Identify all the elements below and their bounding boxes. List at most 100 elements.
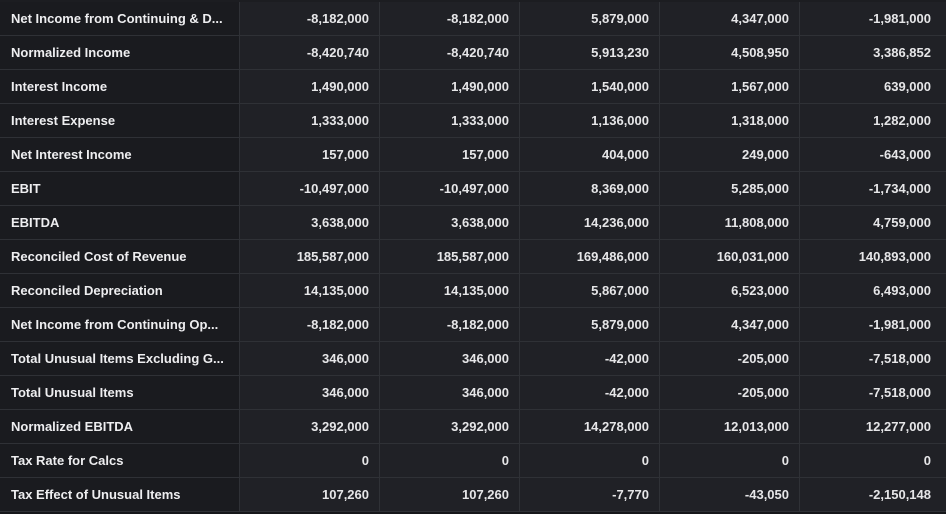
value-cell: 4,347,000: [660, 308, 800, 341]
value-cell: 12,277,000: [800, 410, 946, 443]
value-cell: -7,518,000: [800, 342, 946, 375]
value-cell: -10,497,000: [240, 172, 380, 205]
value-cell: 5,879,000: [520, 308, 660, 341]
value-cell: -8,420,740: [380, 36, 520, 69]
value-cell: 1,333,000: [380, 104, 520, 137]
table-row: Tax Rate for Calcs 0 0 0 0 0: [0, 444, 946, 478]
row-label: Interest Expense: [0, 104, 240, 137]
table-row: Total Unusual Items 346,000 346,000 -42,000…: [0, 376, 946, 410]
row-label: Net Income from Continuing Op...: [0, 308, 240, 341]
value-cell: 1,318,000: [660, 104, 800, 137]
value-cell: -2,150,148: [800, 478, 946, 511]
value-cell: 1,282,000: [800, 104, 946, 137]
value-cell: -10,497,000: [380, 172, 520, 205]
value-cell: 160,031,000: [660, 240, 800, 273]
value-cell: 5,879,000: [520, 2, 660, 35]
value-cell: 185,587,000: [380, 240, 520, 273]
value-cell: -8,182,000: [240, 2, 380, 35]
value-cell: 0: [800, 444, 946, 477]
value-cell: -1,734,000: [800, 172, 946, 205]
value-cell: -42,000: [520, 376, 660, 409]
row-label: Reconciled Cost of Revenue: [0, 240, 240, 273]
value-cell: -7,770: [520, 478, 660, 511]
table-row: Normalized EBITDA 3,292,000 3,292,000 14,27…: [0, 410, 946, 444]
table-row: Net Income from Continuing & D... -8,182,…: [0, 2, 946, 36]
value-cell: -8,420,740: [240, 36, 380, 69]
value-cell: -8,182,000: [380, 308, 520, 341]
row-label: Total Unusual Items: [0, 376, 240, 409]
table-row: EBITDA 3,638,000 3,638,000 14,236,000 11,808…: [0, 206, 946, 240]
value-cell: -43,050: [660, 478, 800, 511]
row-label: Total Unusual Items Excluding G...: [0, 342, 240, 375]
value-cell: 4,759,000: [800, 206, 946, 239]
value-cell: 249,000: [660, 138, 800, 171]
value-cell: -1,981,000: [800, 308, 946, 341]
table-row: Interest Income 1,490,000 1,490,000 1,540,0…: [0, 70, 946, 104]
value-cell: 0: [660, 444, 800, 477]
row-label: EBITDA: [0, 206, 240, 239]
table-row: Interest Expense 1,333,000 1,333,000 1,136,…: [0, 104, 946, 138]
table-row: Net Income from Continuing Op... -8,182,0…: [0, 308, 946, 342]
row-label: Tax Rate for Calcs: [0, 444, 240, 477]
value-cell: 4,347,000: [660, 2, 800, 35]
value-cell: 3,638,000: [240, 206, 380, 239]
value-cell: 1,540,000: [520, 70, 660, 103]
value-cell: 1,490,000: [380, 70, 520, 103]
table-row: Normalized Income -8,420,740 -8,420,740 5,9…: [0, 36, 946, 70]
value-cell: -42,000: [520, 342, 660, 375]
value-cell: 1,567,000: [660, 70, 800, 103]
value-cell: -205,000: [660, 376, 800, 409]
row-label: Tax Effect of Unusual Items: [0, 478, 240, 511]
row-label: Reconciled Depreciation: [0, 274, 240, 307]
value-cell: 6,523,000: [660, 274, 800, 307]
row-label: Normalized EBITDA: [0, 410, 240, 443]
value-cell: -643,000: [800, 138, 946, 171]
value-cell: 14,278,000: [520, 410, 660, 443]
table-row: Total Unusual Items Excluding G... 346,00…: [0, 342, 946, 376]
value-cell: 346,000: [240, 376, 380, 409]
value-cell: 169,486,000: [520, 240, 660, 273]
row-label: Interest Income: [0, 70, 240, 103]
table-row: Net Interest Income 157,000 157,000 404,000…: [0, 138, 946, 172]
value-cell: 639,000: [800, 70, 946, 103]
value-cell: -7,518,000: [800, 376, 946, 409]
value-cell: 3,292,000: [240, 410, 380, 443]
value-cell: -1,981,000: [800, 2, 946, 35]
value-cell: 11,808,000: [660, 206, 800, 239]
table-row: Tax Effect of Unusual Items 107,260 107,26…: [0, 478, 946, 512]
value-cell: 8,369,000: [520, 172, 660, 205]
row-label: Net Income from Continuing & D...: [0, 2, 240, 35]
value-cell: 1,490,000: [240, 70, 380, 103]
value-cell: -8,182,000: [380, 2, 520, 35]
value-cell: 14,135,000: [380, 274, 520, 307]
value-cell: 5,285,000: [660, 172, 800, 205]
value-cell: 157,000: [240, 138, 380, 171]
value-cell: 14,135,000: [240, 274, 380, 307]
value-cell: 107,260: [380, 478, 520, 511]
value-cell: 3,638,000: [380, 206, 520, 239]
value-cell: 4,508,950: [660, 36, 800, 69]
value-cell: 140,893,000: [800, 240, 946, 273]
value-cell: 1,136,000: [520, 104, 660, 137]
value-cell: 346,000: [240, 342, 380, 375]
table-row: EBIT -10,497,000 -10,497,000 8,369,000 5,285…: [0, 172, 946, 206]
value-cell: 3,386,852: [800, 36, 946, 69]
value-cell: 107,260: [240, 478, 380, 511]
value-cell: -8,182,000: [240, 308, 380, 341]
value-cell: 1,333,000: [240, 104, 380, 137]
table-row: Reconciled Cost of Revenue 185,587,000 185…: [0, 240, 946, 274]
value-cell: -205,000: [660, 342, 800, 375]
value-cell: 14,236,000: [520, 206, 660, 239]
value-cell: 5,867,000: [520, 274, 660, 307]
row-label: EBIT: [0, 172, 240, 205]
table-row: Reconciled Depreciation 14,135,000 14,135,…: [0, 274, 946, 308]
value-cell: 346,000: [380, 342, 520, 375]
value-cell: 185,587,000: [240, 240, 380, 273]
value-cell: 6,493,000: [800, 274, 946, 307]
value-cell: 157,000: [380, 138, 520, 171]
row-label: Normalized Income: [0, 36, 240, 69]
row-label: Net Interest Income: [0, 138, 240, 171]
value-cell: 346,000: [380, 376, 520, 409]
value-cell: 0: [520, 444, 660, 477]
value-cell: 3,292,000: [380, 410, 520, 443]
